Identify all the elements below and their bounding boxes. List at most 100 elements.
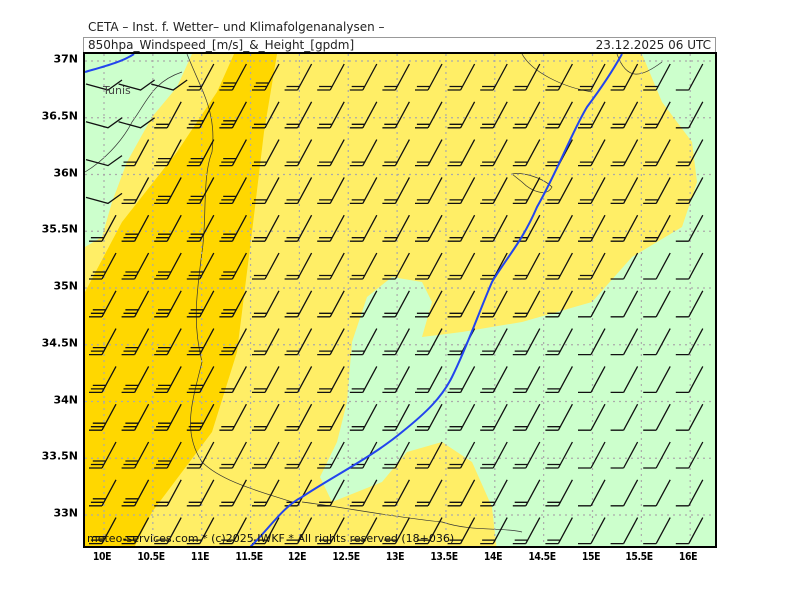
wind-barb-icon — [382, 441, 410, 469]
wind-barb-icon — [317, 177, 345, 205]
wind-barb-icon — [349, 139, 378, 167]
wind-barb-icon — [349, 479, 378, 507]
map-canvas — [85, 54, 715, 546]
wind-barb-icon — [578, 63, 606, 91]
wind-barb-icon — [610, 366, 639, 394]
wind-barb-icon — [675, 479, 704, 507]
wind-barb-icon — [219, 290, 247, 318]
wind-barb-icon — [545, 479, 573, 507]
wind-barb-icon — [382, 63, 410, 91]
wind-barb-icon — [578, 441, 606, 469]
institute-title: CETA – Inst. f. Wetter– und Klimafolgena… — [88, 20, 385, 34]
wind-barb-icon — [317, 214, 345, 242]
wind-barb-icon — [675, 139, 704, 167]
wind-barb-icon — [643, 328, 671, 356]
wind-barb-icon — [317, 252, 345, 280]
wind-barb-icon — [382, 139, 410, 167]
wind-barb-icon — [675, 441, 704, 469]
wind-barb-icon — [512, 403, 541, 431]
wind-barb-icon — [186, 403, 215, 431]
product-title: 850hpa_Windspeed_[m/s]_&_Height_[gpdm] — [88, 38, 355, 52]
wind-barb-icon — [415, 101, 443, 129]
wind-barb-icon — [415, 139, 443, 167]
wind-barb-icon — [186, 290, 215, 318]
wind-barb-icon — [578, 252, 606, 280]
wind-barb-icon — [447, 479, 476, 507]
wind-barb-icon — [447, 177, 476, 205]
wind-barb-icon — [480, 517, 508, 545]
wind-barb-icon — [512, 177, 541, 205]
valid-time: 23.12.2025 06 UTC — [595, 38, 711, 52]
wind-barb-icon — [610, 479, 639, 507]
place-label-tunis: Tunis — [103, 84, 131, 97]
wind-barb-icon — [252, 366, 280, 394]
x-tick-label: 15E — [581, 550, 600, 563]
wind-barb-icon — [610, 328, 639, 356]
wind-barb-icon — [512, 139, 541, 167]
wind-barb-icon — [675, 214, 704, 242]
wind-barb-icon — [382, 403, 410, 431]
wind-barb-icon — [675, 366, 704, 394]
wind-barb-icon — [545, 403, 573, 431]
wind-barb-icon — [85, 192, 123, 205]
wind-barb-icon — [186, 328, 215, 356]
wind-barb-icon — [121, 177, 150, 205]
wind-barb-icon — [349, 101, 378, 129]
wind-barb-icon — [675, 403, 704, 431]
wind-barb-icon — [675, 517, 704, 545]
wind-barb-icon — [252, 479, 280, 507]
wind-barb-icon — [512, 328, 541, 356]
wind-barb-icon — [610, 139, 639, 167]
wind-barb-icon — [252, 290, 280, 318]
wind-barb-icon — [219, 252, 247, 280]
wind-barb-icon — [675, 328, 704, 356]
wind-barb-icon — [643, 177, 671, 205]
wind-barb-icon — [284, 63, 313, 91]
y-tick-label: 33N — [53, 506, 78, 520]
wind-barb-icon — [284, 403, 313, 431]
wind-barb-icon — [545, 441, 573, 469]
wind-barb-icon — [154, 328, 182, 356]
wind-barb-icon — [415, 479, 443, 507]
wind-barb-icon — [89, 479, 117, 507]
wind-barb-icon — [447, 63, 476, 91]
wind-barb-icon — [349, 328, 378, 356]
wind-barb-icon — [643, 252, 671, 280]
wind-barb-icon — [219, 63, 247, 91]
wind-barb-icon — [578, 214, 606, 242]
wind-barb-icon — [675, 290, 704, 318]
x-tick-label: 12E — [288, 550, 307, 563]
wind-barb-icon — [151, 79, 188, 91]
wind-barb-icon — [154, 403, 182, 431]
y-tick-label: 37N — [53, 52, 78, 66]
wind-barb-icon — [545, 214, 573, 242]
y-tick-label: 33.5N — [41, 449, 78, 463]
wind-barb-icon — [675, 177, 704, 205]
wind-barb-icon — [85, 155, 123, 167]
wind-barb-icon — [415, 177, 443, 205]
wind-barb-icon — [89, 517, 117, 545]
wind-barb-icon — [675, 63, 704, 91]
wind-barb-icon — [284, 101, 313, 129]
wind-barb-icon — [610, 177, 639, 205]
wind-barb-icon — [317, 441, 345, 469]
wind-barb-icon — [349, 177, 378, 205]
wind-barb-icon — [121, 252, 150, 280]
height-contour-line — [249, 54, 623, 546]
wind-barb-icon — [317, 101, 345, 129]
wind-barb-icon — [317, 403, 345, 431]
wind-barb-icon — [643, 63, 671, 91]
wind-barb-icon — [447, 214, 476, 242]
wind-barb-icon — [610, 63, 639, 91]
wind-barb-icon — [545, 101, 573, 129]
wind-barb-icon — [447, 441, 476, 469]
wind-barb-icon — [512, 252, 541, 280]
wind-barb-icon — [610, 441, 639, 469]
wind-barb-icon — [675, 101, 704, 129]
wind-barb-icon — [121, 328, 150, 356]
wind-barb-icon — [186, 177, 215, 205]
wind-barb-icon — [382, 214, 410, 242]
wind-barb-icon — [382, 290, 410, 318]
wind-barb-icon — [317, 517, 345, 545]
wind-barb-icon — [284, 214, 313, 242]
